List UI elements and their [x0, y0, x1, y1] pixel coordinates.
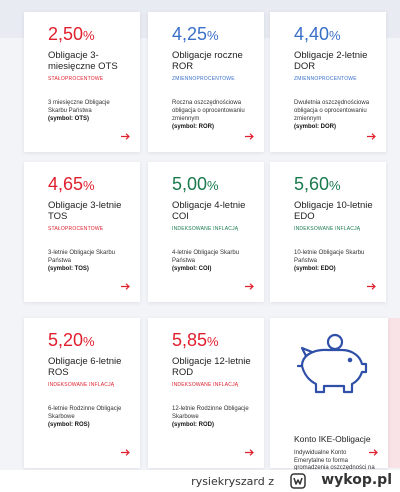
arrow-right-icon[interactable] — [367, 283, 376, 290]
bond-card[interactable]: 5,20% Obligacje 6-letnie ROS INDEKSOWANE I… — [24, 318, 140, 468]
bond-title: Obligacje 3-miesięczne OTS — [48, 50, 118, 72]
arrow-right-icon[interactable] — [121, 133, 130, 140]
bond-card[interactable]: 2,50% Obligacje 3-miesięczne OTS STAŁOPROC… — [24, 12, 140, 152]
footer-watermark: rysiekryszard z wykop.pl — [0, 470, 400, 492]
wykop-logo-icon — [290, 473, 306, 489]
bond-symbol: (symbol: EDO) — [294, 266, 336, 272]
right-accent-bar — [388, 318, 400, 468]
footer-logo-text: wykop.pl — [321, 472, 392, 488]
bond-type-label: INDEKSOWANE INFLACJĄ — [172, 382, 239, 388]
bond-card[interactable]: 5,00% Obligacje 4-letnie COI INDEKSOWANE I… — [148, 162, 264, 302]
bond-type-label: ZMIENNOPROCENTOWE — [294, 76, 357, 82]
bond-rate: 5,60% — [294, 174, 376, 196]
arrow-right-icon[interactable] — [245, 133, 254, 140]
bond-card[interactable]: 5,60% Obligacje 10-letnie EDO INDEKSOWANE … — [270, 162, 386, 302]
arrow-right-icon[interactable] — [245, 449, 254, 456]
bond-rate-value: 5,85 — [172, 330, 208, 350]
bond-rate-percent: % — [83, 178, 95, 193]
bond-symbol: (symbol: OTS) — [48, 116, 90, 122]
bond-title: Obligacje 12-letnie ROD — [172, 356, 251, 378]
bond-symbol: (symbol: COI) — [172, 266, 212, 272]
bond-rate-percent: % — [83, 28, 95, 43]
bond-card[interactable]: 5,85% Obligacje 12-letnie ROD INDEKSOWANE … — [148, 318, 264, 468]
bond-type-label: STAŁOPROCENTOWE — [48, 76, 104, 82]
bond-rate-percent: % — [83, 334, 95, 349]
bond-title: Obligacje roczne ROR — [172, 50, 243, 72]
bond-rate-value: 4,40 — [294, 24, 330, 44]
bond-rate-percent: % — [329, 178, 341, 193]
bond-title: Obligacje 2-letnie DOR — [294, 50, 368, 72]
arrow-right-icon[interactable] — [121, 283, 130, 290]
arrow-right-icon[interactable] — [367, 133, 376, 140]
bond-symbol: (symbol: DOR) — [294, 124, 336, 130]
bond-rate: 5,20% — [48, 330, 130, 352]
bond-rate-percent: % — [207, 28, 219, 43]
bond-title: Obligacje 6-letnie ROS — [48, 356, 122, 378]
bond-type-label: INDEKSOWANE INFLACJĄ — [172, 226, 239, 232]
bond-symbol: (symbol: TOS) — [48, 266, 89, 272]
bond-type-label: ZMIENNOPROCENTOWE — [172, 76, 235, 82]
bond-rate-value: 5,60 — [294, 174, 330, 194]
bond-title: Obligacje 3-letnie TOS — [48, 200, 122, 222]
bond-description: 6-letnie Rodzinne Obligacje Skarbowe — [48, 406, 122, 420]
bond-description: Roczna oszczędnościowa obligacja o oproc… — [172, 100, 245, 122]
bond-description: Dwuletnia oszczędnościowa obligacja o op… — [294, 100, 370, 122]
bond-type-label: INDEKSOWANE INFLACJĄ — [48, 382, 115, 388]
bond-rate-percent: % — [329, 28, 341, 43]
bond-rate-value: 4,25 — [172, 24, 208, 44]
bond-rate-percent: % — [207, 334, 219, 349]
ike-card[interactable]: Konto IKE-Obligacje Indywidualne Konto E… — [270, 318, 388, 479]
bond-description: 3 miesięczne Obligacje Skarbu Państwa — [48, 100, 110, 114]
bond-description: 10-letnie Obligacje Skarbu Państwa — [294, 250, 365, 264]
bond-rate: 5,00% — [172, 174, 254, 196]
bond-rate: 4,65% — [48, 174, 130, 196]
bond-rate-value: 4,65 — [48, 174, 84, 194]
bond-description: 3-letnie Obligacje Skarbu Państwa — [48, 250, 116, 264]
bond-card[interactable]: 4,65% Obligacje 3-letnie TOS STAŁOPROCENTO… — [24, 162, 140, 302]
bond-title: Obligacje 10-letnie EDO — [294, 200, 373, 222]
bond-description: 12-letnie Rodzinne Obligacje Skarbowe — [172, 406, 249, 420]
bond-rate: 5,85% — [172, 330, 254, 352]
bond-type-label: STAŁOPROCENTOWE — [48, 226, 104, 232]
bond-symbol: (symbol: ROS) — [48, 422, 90, 428]
bond-symbol: (symbol: ROR) — [172, 124, 214, 130]
bond-rate: 4,25% — [172, 24, 254, 46]
ike-title: Konto IKE-Obligacje — [294, 434, 371, 444]
bond-card[interactable]: 4,40% Obligacje 2-letnie DOR ZMIENNOPROCEN… — [270, 12, 386, 152]
bond-rate: 4,40% — [294, 24, 376, 46]
bond-rate: 2,50% — [48, 24, 130, 46]
bond-rate-value: 2,50 — [48, 24, 84, 44]
bond-rate-percent: % — [207, 178, 219, 193]
arrow-right-icon[interactable] — [121, 449, 130, 456]
arrow-right-icon[interactable] — [369, 449, 378, 456]
footer-user: rysiekryszard z — [191, 475, 274, 488]
bond-rate-value: 5,20 — [48, 330, 84, 350]
arrow-right-icon[interactable] — [245, 283, 254, 290]
bond-description: 4-letnie Obligacje Skarbu Państwa — [172, 250, 240, 264]
bond-card[interactable]: 4,25% Obligacje roczne ROR ZMIENNOPROCENTO… — [148, 12, 264, 152]
piggy-bank-icon — [296, 333, 368, 394]
bond-type-label: INDEKSOWANE INFLACJĄ — [294, 226, 361, 232]
bond-rate-value: 5,00 — [172, 174, 208, 194]
bond-title: Obligacje 4-letnie COI — [172, 200, 246, 222]
bond-symbol: (symbol: ROD) — [172, 422, 214, 428]
